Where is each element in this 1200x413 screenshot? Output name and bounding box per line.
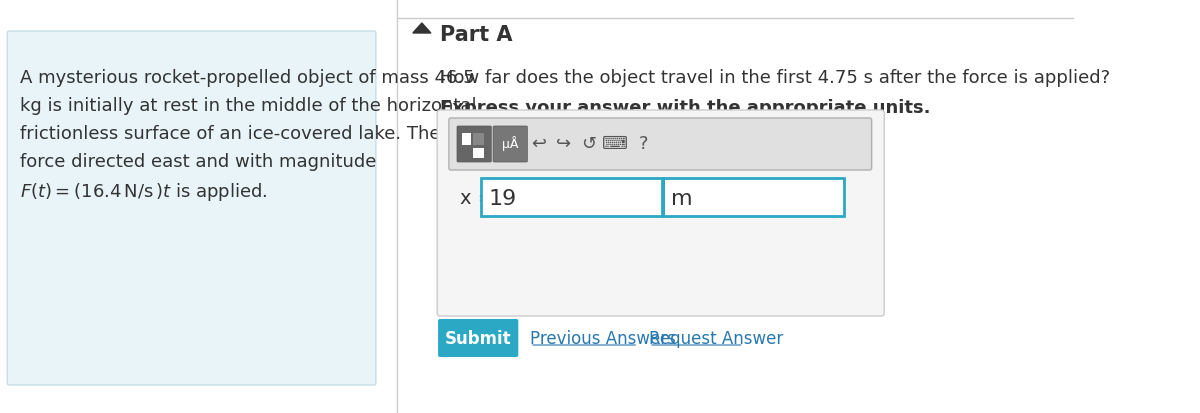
FancyBboxPatch shape bbox=[449, 119, 871, 171]
Text: μÅ: μÅ bbox=[502, 136, 518, 151]
FancyBboxPatch shape bbox=[437, 111, 884, 316]
Text: Submit: Submit bbox=[444, 329, 511, 347]
Text: $F(t) = (16.4\,\mathrm{N/s\,})t$ is applied.: $F(t) = (16.4\,\mathrm{N/s\,})t$ is appl… bbox=[20, 180, 268, 202]
Text: x =: x = bbox=[460, 189, 494, 208]
Text: force directed east and with magnitude: force directed east and with magnitude bbox=[20, 153, 377, 171]
Bar bbox=[473, 149, 484, 159]
Text: m: m bbox=[671, 189, 692, 209]
FancyBboxPatch shape bbox=[457, 127, 491, 163]
FancyBboxPatch shape bbox=[438, 319, 518, 357]
Text: Part A: Part A bbox=[440, 25, 512, 45]
Bar bbox=[462, 134, 472, 146]
Text: ↩: ↩ bbox=[532, 135, 546, 153]
FancyBboxPatch shape bbox=[493, 127, 527, 163]
Bar bbox=[473, 134, 484, 146]
FancyBboxPatch shape bbox=[7, 32, 376, 385]
Text: ?: ? bbox=[638, 135, 648, 153]
Text: A mysterious rocket-propelled object of mass 46.5: A mysterious rocket-propelled object of … bbox=[20, 69, 474, 87]
Bar bbox=[397, 0, 1081, 413]
Text: Previous Answers: Previous Answers bbox=[530, 329, 676, 347]
Text: ⌨: ⌨ bbox=[601, 135, 628, 153]
Text: ↪: ↪ bbox=[556, 135, 571, 153]
Text: How far does the object travel in the first 4.75 s after the force is applied?: How far does the object travel in the fi… bbox=[440, 69, 1110, 87]
Text: Request Answer: Request Answer bbox=[649, 329, 784, 347]
Text: ↺: ↺ bbox=[581, 135, 596, 153]
Bar bbox=[481, 178, 661, 216]
Text: Express your answer with the appropriate units.: Express your answer with the appropriate… bbox=[440, 99, 930, 117]
Bar bbox=[664, 178, 844, 216]
Text: kg is initially at rest in the middle of the horizontal,: kg is initially at rest in the middle of… bbox=[20, 97, 482, 115]
Text: 19: 19 bbox=[488, 189, 517, 209]
Polygon shape bbox=[413, 24, 431, 34]
Text: frictionless surface of an ice-covered lake. Then a: frictionless surface of an ice-covered l… bbox=[20, 125, 468, 142]
